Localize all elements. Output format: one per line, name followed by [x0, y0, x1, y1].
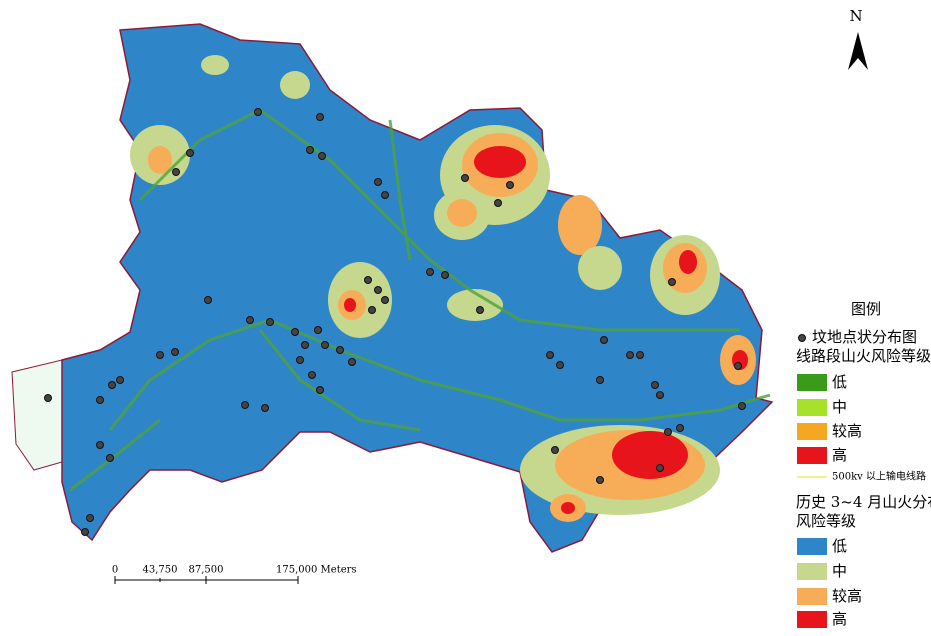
legend-swatch — [797, 399, 827, 416]
legend-swatch — [797, 423, 827, 440]
west-region — [11, 359, 63, 471]
legend-swatch — [797, 611, 827, 628]
legend-label: 低 — [832, 537, 847, 555]
legend-section-title: 历史 3~4 月山火分布 — [796, 493, 931, 511]
scale-label: 87,500 — [189, 565, 224, 576]
risk-patches — [130, 55, 756, 522]
grave-points — [44, 108, 746, 536]
scale-label: 175,000 Meters — [276, 565, 357, 576]
legend-swatch — [797, 374, 827, 391]
legend-line-label: 500kv 以上输电线路 — [832, 470, 926, 483]
legend-swatch — [797, 588, 827, 605]
legend-label: 较高 — [832, 587, 862, 605]
legend-point-symbol — [798, 334, 806, 342]
legend-swatch — [797, 538, 827, 555]
legend-point-label: 坟地点状分布图 — [812, 328, 917, 346]
scale-label: 43,750 — [143, 565, 178, 576]
legend-swatch — [797, 447, 827, 464]
legend-label: 中 — [832, 398, 847, 416]
legend-section-title: 线路段山火风险等级 — [796, 347, 931, 365]
scale-label: 0 — [112, 565, 118, 576]
legend-label: 高 — [832, 446, 847, 464]
north-arrow — [848, 32, 868, 70]
legend-section-title: 风险等级 — [796, 512, 856, 530]
legend: 图例 坟地点状分布图 线路段山火风险等级 500kv 以上输电线路 历史 3~4… — [796, 300, 931, 628]
north-label: N — [849, 7, 862, 25]
scale-bar: 0 43,750 87,500 175,000 Meters — [112, 565, 357, 584]
legend-label: 低 — [832, 373, 847, 391]
legend-label: 高 — [832, 610, 847, 628]
legend-label: 中 — [832, 562, 847, 580]
legend-label: 较高 — [832, 422, 862, 440]
transmission-lines — [69, 108, 771, 492]
legend-title: 图例 — [851, 300, 881, 318]
legend-swatch — [797, 563, 827, 580]
